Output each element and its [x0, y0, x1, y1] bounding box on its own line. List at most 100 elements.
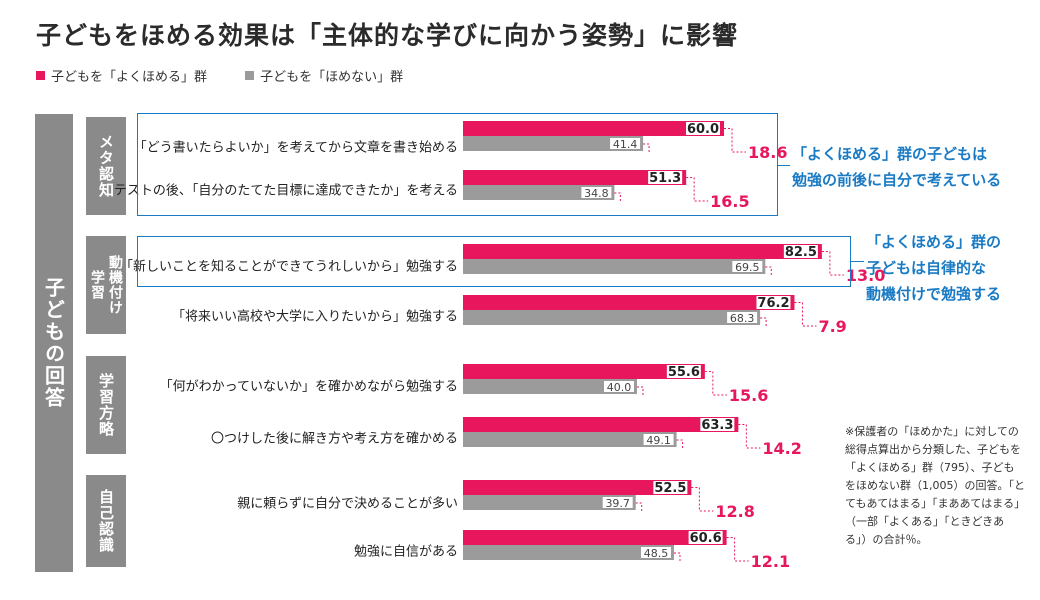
legend-swatch-praise [36, 71, 45, 80]
diff-connector-no-praise-8 [673, 552, 681, 561]
diff-connector-no-praise-6 [676, 439, 684, 448]
bar-praise-8 [463, 530, 727, 545]
value-label-praise-3: 82.5 [785, 245, 817, 260]
value-box-praise-1 [686, 122, 720, 135]
callout-motivation-line2: 子どもは自律的な [866, 259, 987, 277]
legend-item-no-praise: 子どもを「ほめない」群 [245, 66, 403, 85]
difference-label-7: 12.8 [715, 502, 754, 521]
value-label-praise-2: 51.3 [649, 171, 681, 186]
category-box-strategy: 学習方略 [86, 356, 126, 454]
callout-motivation: 「よくほめる」群の 子どもは自律的な 動機付けで勉強する [866, 229, 1001, 307]
diff-connector-praise-6 [738, 424, 761, 449]
value-box-praise-5 [666, 365, 701, 378]
highlight-box-motivation [137, 236, 851, 287]
value-label-praise-5: 55.6 [668, 365, 700, 380]
highlight-connector-motivation [851, 261, 864, 262]
diff-connector-no-praise-5 [637, 386, 644, 395]
diff-connector-praise-2 [686, 177, 709, 202]
legend-item-praise: 子どもを「よくほめる」群 [36, 66, 207, 85]
item-label-1: 「どう書いたらよいか」を考えてから文章を書き始める [133, 140, 458, 156]
diff-connector-praise-7 [691, 487, 714, 512]
bar-praise-7 [463, 480, 692, 495]
bar-no-praise-1 [463, 136, 644, 151]
category-label-motivation-line2: 動機付け [107, 255, 123, 315]
difference-label-5: 15.6 [729, 386, 768, 405]
side-label: 子どもの回答 [41, 277, 66, 409]
value-box-praise-8 [688, 531, 723, 544]
bar-praise-5 [463, 364, 705, 379]
difference-label-3: 13.0 [846, 266, 885, 285]
diff-connector-praise-5 [704, 371, 727, 396]
bar-praise-4 [463, 295, 795, 310]
legend-label-no-praise: 子どもを「ほめない」群 [260, 70, 404, 85]
diff-connector-no-praise-4 [760, 317, 767, 326]
diff-connector-no-praise-2 [614, 192, 621, 201]
value-label-no-praise-3: 69.5 [735, 261, 760, 274]
value-box-praise-6 [700, 418, 735, 431]
side-label-band: 子どもの回答 [35, 114, 73, 572]
value-label-no-praise-5: 40.0 [607, 381, 632, 394]
difference-label-8: 12.1 [751, 552, 790, 571]
bar-no-praise-2 [463, 185, 615, 200]
diff-connector-no-praise-7 [635, 502, 643, 511]
value-label-no-praise-1: 41.4 [613, 138, 638, 151]
bar-no-praise-5 [463, 379, 637, 394]
value-label-no-praise-7: 39.7 [605, 497, 630, 510]
value-label-praise-8: 60.6 [690, 531, 722, 546]
value-box-praise-3 [783, 245, 818, 258]
value-label-praise-1: 60.0 [687, 122, 719, 137]
value-box-praise-7 [653, 481, 688, 494]
legend: 子どもを「よくほめる」群 子どもを「ほめない」群 [36, 66, 437, 85]
highlight-connector-meta [778, 165, 790, 166]
item-label-7: 親に頼らずに自分で決めることが多い [237, 496, 458, 512]
value-label-no-praise-6: 49.1 [646, 434, 671, 447]
item-label-4: 「将来いい高校や大学に入りたいから」勉強する [171, 309, 458, 325]
diff-connector-praise-8 [726, 537, 749, 562]
item-label-6: 〇つけした後に解き方や考え方を確かめる [210, 431, 458, 447]
category-box-motivation: 学習 動機付け [86, 236, 126, 334]
category-label-self: 自己認識 [97, 489, 115, 553]
value-box-no-praise-4 [727, 312, 758, 323]
difference-label-4: 7.9 [818, 317, 846, 336]
category-label-motivation-line1: 学習 [89, 270, 105, 300]
highlight-box-meta [137, 113, 778, 216]
difference-label-6: 14.2 [762, 439, 801, 458]
value-box-no-praise-1 [610, 138, 641, 149]
callout-motivation-line1: 「よくほめる」群の [866, 233, 1002, 251]
value-label-no-praise-2: 34.8 [584, 187, 609, 200]
value-box-no-praise-2 [581, 187, 612, 198]
item-label-8: 勉強に自信がある [353, 544, 458, 560]
chart-title: 子どもをほめる効果は「主体的な学びに向かう姿勢」に影響 [36, 21, 739, 50]
legend-swatch-no-praise [245, 71, 255, 80]
diff-connector-praise-4 [794, 302, 817, 327]
value-box-no-praise-3 [732, 261, 763, 272]
category-box-self: 自己認識 [86, 475, 126, 567]
item-label-2: テストの後、「自分のたてた目標に達成できたか」を考える [113, 183, 458, 199]
diff-connector-praise-1 [724, 128, 746, 153]
item-label-5: 「何がわかっていないか」を確かめながら勉強する [159, 379, 458, 395]
value-box-praise-2 [648, 171, 683, 184]
bar-praise-6 [463, 417, 739, 432]
bar-praise-2 [463, 170, 687, 185]
bar-no-praise-6 [463, 432, 677, 447]
diff-connector-praise-3 [821, 251, 844, 276]
category-label-strategy: 学習方略 [97, 373, 115, 437]
value-box-no-praise-8 [640, 547, 671, 558]
footnote: ※保護者の「ほめかた」に対しての総得点算出から分類した、子どもを「よくほめる」群… [845, 425, 1025, 546]
bar-no-praise-7 [463, 495, 636, 510]
difference-label-2: 16.5 [710, 192, 749, 211]
bar-praise-1 [463, 121, 724, 136]
category-label-meta: メタ認知 [97, 134, 115, 198]
value-box-no-praise-7 [602, 497, 633, 508]
item-label-3: 「新しいことを知ることができてうれしいから」勉強する [119, 259, 458, 275]
value-label-no-praise-4: 68.3 [730, 312, 755, 325]
legend-label-praise: 子どもを「よくほめる」群 [51, 70, 208, 85]
category-box-meta: メタ認知 [86, 117, 126, 215]
bar-no-praise-3 [463, 259, 766, 274]
value-label-praise-6: 63.3 [701, 418, 733, 433]
value-label-no-praise-8: 48.5 [644, 547, 669, 560]
bar-no-praise-8 [463, 545, 674, 560]
bar-praise-3 [463, 244, 822, 259]
value-box-no-praise-5 [604, 381, 634, 392]
